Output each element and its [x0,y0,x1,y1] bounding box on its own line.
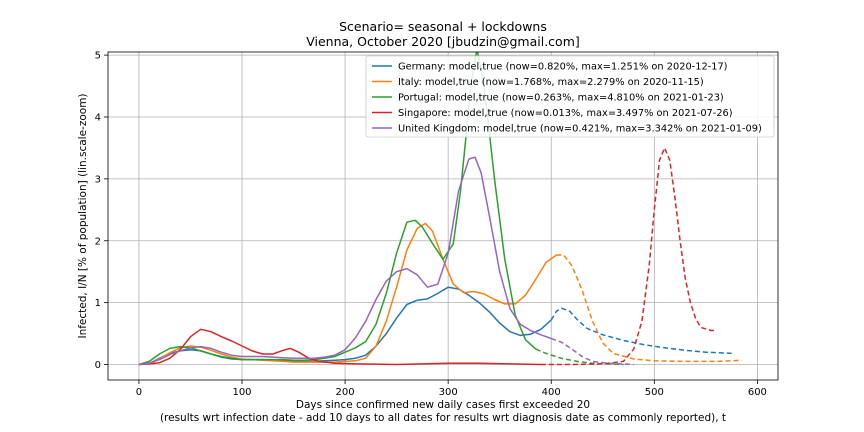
y-tick-label: 4 [95,112,101,123]
series-line-united-kingdom-model [138,156,552,366]
series-line-italy-projection [556,254,742,363]
y-tick-label: 0 [95,360,101,371]
series-line-germany-projection [550,307,732,355]
legend-label-germany: Germany: model,true (now=0.820%, max=1.2… [398,62,728,73]
series-line-singapore-model [138,328,541,366]
x-tick-label: 300 [439,387,458,398]
y-tick-label: 3 [95,174,101,185]
legend-label-portugal: Portugal: model,true (now=0.263%, max=4.… [398,93,724,104]
x-axis-label-note: (results wrt infection date - add 10 day… [160,412,726,424]
y-tick-label: 5 [95,51,101,62]
x-tick-label: 200 [336,387,355,398]
x-tick-label: 600 [748,387,767,398]
x-tick-label: 500 [645,387,664,398]
x-axis-label: Days since confirmed new daily cases fir… [296,399,590,411]
y-tick-label: 1 [95,298,101,309]
ticks: 0 100 200 300 400 500 600 0 1 2 3 4 5 [95,51,767,398]
chart-subtitle: Vienna, October 2020 [jbudzin@gmail.com] [306,34,580,49]
y-tick-label: 2 [95,236,101,247]
x-tick-label: 400 [542,387,561,398]
series-line-united-kingdom-projection [550,337,634,366]
legend: Germany: model,true (now=0.820%, max=1.2… [365,55,775,138]
x-tick-label: 0 [136,387,142,398]
chart-title: Scenario= seasonal + lockdowns [339,19,547,34]
legend-label-italy: Italy: model,true (now=1.768%, max=2.279… [398,77,704,88]
legend-label-united-kingdom: United Kingdom: model,true (now=0.421%, … [398,124,762,135]
series-line-italy-model [138,222,557,366]
x-tick-label: 100 [232,387,251,398]
legend-box [365,55,775,138]
series-layer [138,52,742,366]
series-line-singapore-projection [540,147,717,366]
legend-label-singapore: Singapore: model,true (now=0.013%, max=3… [398,108,733,119]
y-axis-label: Infected, I/N [% of population] (lin.sca… [77,93,89,338]
plot-frame [107,51,779,381]
